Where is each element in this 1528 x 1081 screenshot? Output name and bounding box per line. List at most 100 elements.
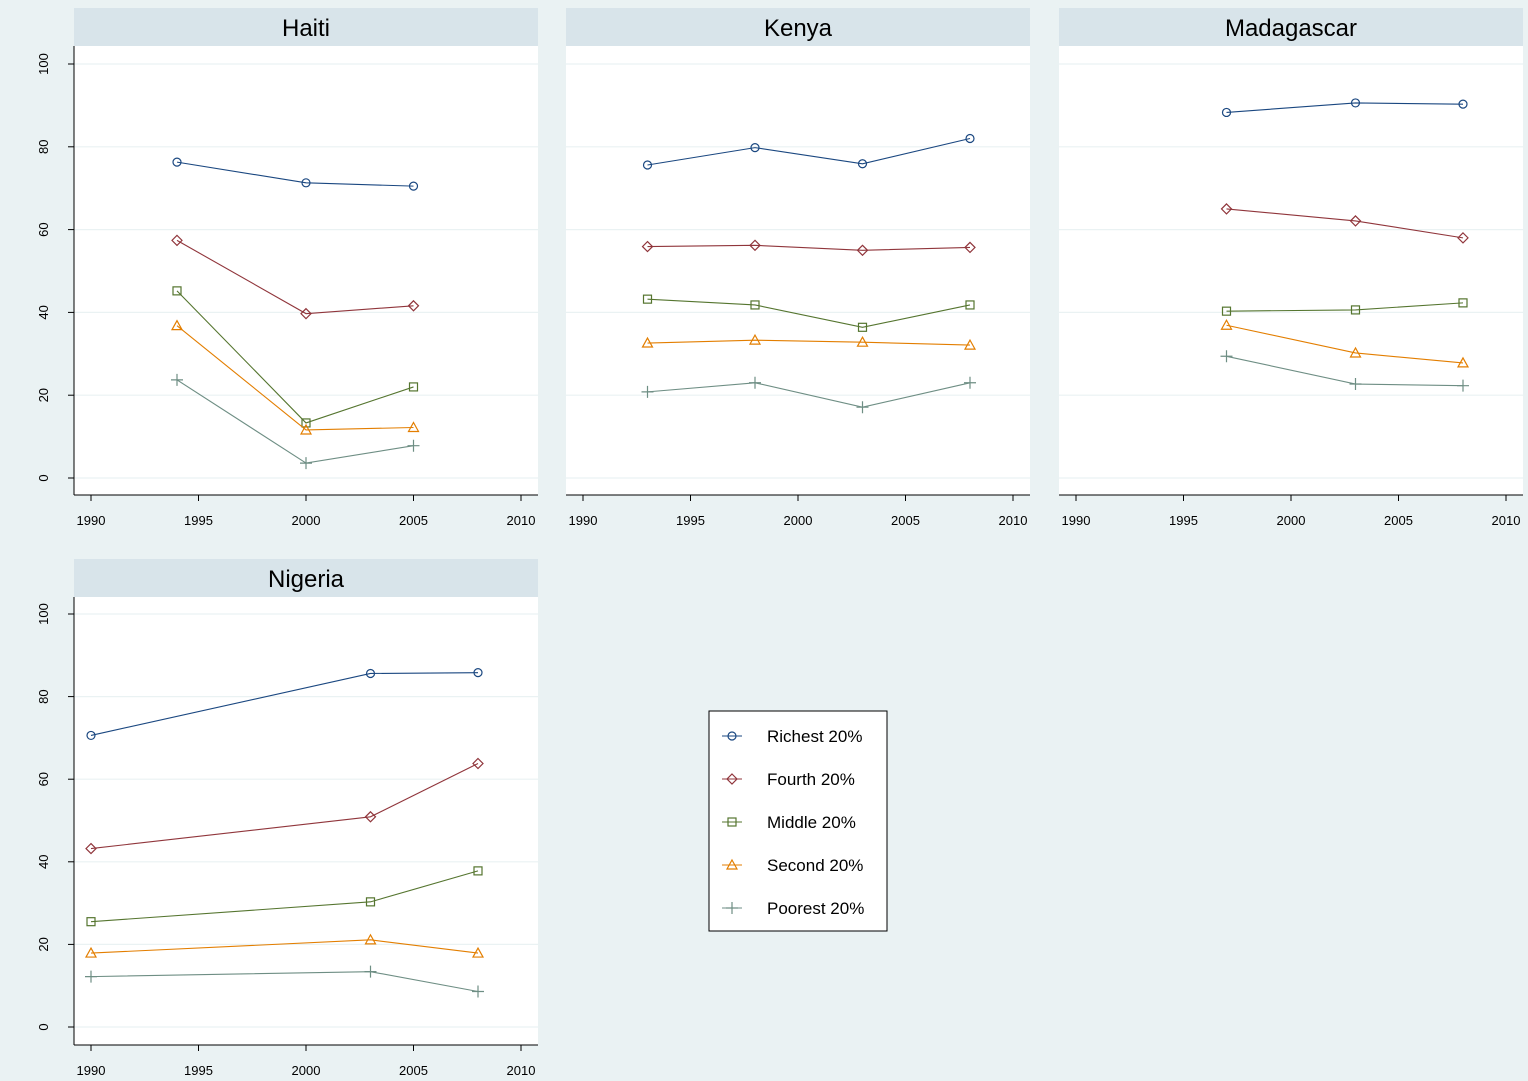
data-point	[473, 866, 483, 876]
series-line	[1226, 102, 1464, 113]
x-tick-label: 2010	[1492, 513, 1521, 528]
data-point	[1220, 318, 1233, 330]
panel-haiti: Haiti 1990 1995 2000 2005 2010 0 20 40 60 80 100	[36, 8, 538, 528]
legend-item-richest-20: Richest 20%	[722, 727, 862, 746]
data-point	[964, 241, 976, 254]
data-point	[472, 985, 484, 998]
plot-area	[566, 46, 1030, 495]
series-line	[647, 298, 971, 328]
legend-label: Poorest 20%	[767, 899, 864, 918]
series-line	[1226, 324, 1464, 364]
series-line	[1226, 302, 1464, 312]
data-point	[641, 240, 654, 253]
data-point	[856, 244, 869, 257]
data-point	[749, 376, 761, 389]
y-tick-label: 80	[36, 140, 51, 154]
panel-title: Haiti	[282, 15, 330, 42]
y-tick-label: 100	[36, 603, 51, 625]
series-middle-20	[642, 294, 975, 332]
y-tick-label: 40	[36, 305, 51, 319]
data-point	[642, 160, 653, 170]
legend-marker	[727, 731, 737, 741]
legend-label: Richest 20%	[767, 727, 862, 746]
data-point	[408, 382, 419, 392]
series-second-20	[641, 333, 977, 350]
series-line	[90, 763, 479, 850]
legend-item-second-20: Second 20%	[722, 856, 863, 875]
y-tick-label: 0	[36, 474, 51, 481]
legend-label: Fourth 20%	[767, 770, 855, 789]
legend-label: Middle 20%	[767, 813, 856, 832]
data-point	[84, 946, 98, 958]
data-point	[300, 307, 312, 320]
data-point	[365, 897, 376, 907]
series-middle-20	[1221, 298, 1468, 316]
x-tick-label: 2000	[292, 513, 321, 528]
data-point	[300, 457, 312, 470]
y-tick-label: 100	[36, 53, 51, 75]
legend-marker	[725, 858, 739, 870]
legend-marker	[727, 817, 737, 827]
plot-area	[74, 46, 538, 495]
series-fourth-20	[1220, 203, 1469, 244]
legend: Richest 20% Fourth 20% Middle 20% Second 20…	[708, 710, 888, 932]
y-tick-label: 20	[36, 937, 51, 951]
data-point	[299, 423, 313, 435]
x-tick-label: 1990	[569, 513, 598, 528]
panel-title: Nigeria	[268, 566, 345, 593]
data-point	[407, 299, 420, 312]
data-point	[85, 970, 97, 983]
data-point	[642, 294, 653, 304]
data-point	[857, 322, 868, 332]
panel-kenya: Kenya 1990 1995 2000 2005 2010	[566, 8, 1030, 528]
data-point	[965, 133, 975, 144]
y-tick-label: 80	[36, 689, 51, 703]
data-point	[170, 319, 184, 331]
plot-area	[1059, 46, 1523, 495]
data-point	[750, 143, 760, 153]
legend-box	[708, 710, 888, 932]
x-tick-label: 1990	[77, 513, 106, 528]
data-point	[750, 300, 760, 310]
data-point	[364, 965, 377, 978]
series-middle-20	[86, 866, 483, 927]
series-line	[647, 137, 971, 166]
y-tick-label: 0	[36, 1023, 51, 1030]
data-point	[748, 333, 762, 345]
series-poorest-20	[1220, 350, 1469, 392]
series-second-20	[1220, 318, 1470, 368]
data-point	[1221, 107, 1232, 118]
x-tick-label: 1990	[77, 1063, 106, 1078]
series-second-20	[84, 933, 485, 958]
legend-marker	[726, 773, 738, 785]
data-point	[407, 439, 420, 452]
series-line	[176, 290, 414, 424]
x-tick-label: 2010	[507, 513, 536, 528]
series-line	[647, 244, 971, 251]
series-richest-20	[86, 668, 483, 741]
data-point	[85, 842, 97, 855]
data-point	[1220, 350, 1233, 363]
data-point	[1220, 203, 1233, 215]
data-point	[641, 336, 654, 348]
series-line	[176, 161, 414, 187]
data-point	[963, 338, 977, 350]
data-point	[86, 730, 96, 741]
panel-title: Kenya	[764, 15, 833, 42]
data-point	[1458, 99, 1468, 109]
series-poorest-20	[85, 965, 484, 998]
legend-item-poorest-20: Poorest 20%	[722, 899, 864, 918]
series-fourth-20	[171, 234, 420, 320]
y-tick-label: 60	[36, 772, 51, 786]
data-point	[1457, 232, 1469, 244]
data-point	[408, 181, 419, 191]
data-point	[641, 385, 654, 398]
y-tick-label: 60	[36, 222, 51, 236]
series-line	[647, 382, 971, 408]
x-tick-label: 2005	[1384, 513, 1413, 528]
data-point	[471, 946, 485, 958]
panel-header	[1059, 8, 1523, 46]
data-point	[857, 159, 868, 169]
y-tick-label: 20	[36, 388, 51, 402]
x-tick-label: 2005	[891, 513, 920, 528]
